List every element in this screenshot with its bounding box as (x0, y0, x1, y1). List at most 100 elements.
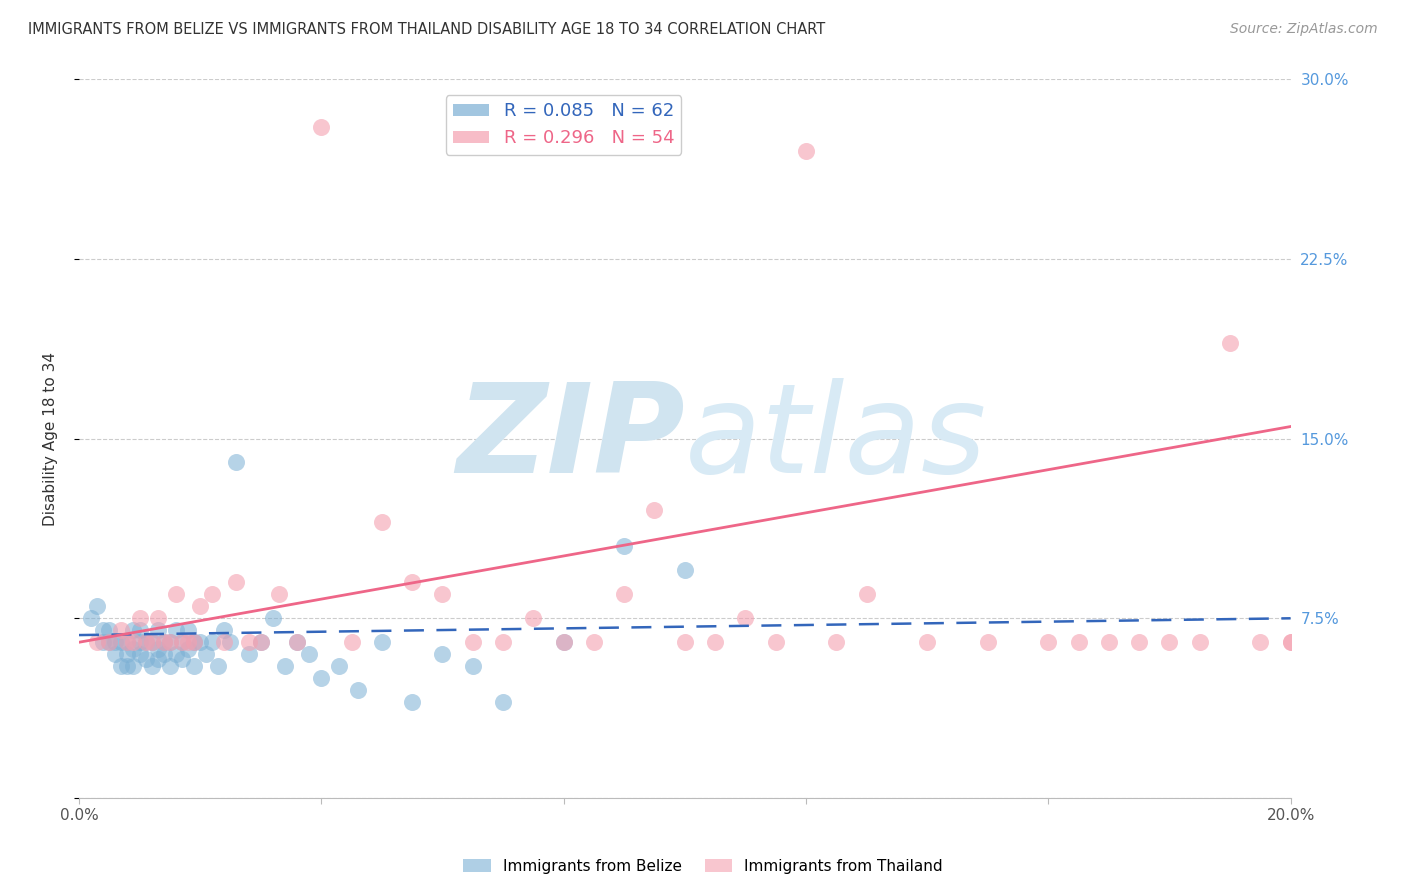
Point (492, 695, 515, 709)
Legend: Immigrants from Belize, Immigrants from Thailand: Immigrants from Belize, Immigrants from … (457, 853, 949, 880)
Point (219, 635, 242, 649)
Point (195, 647, 218, 661)
Point (165, 587, 187, 601)
Point (152, 647, 174, 661)
Point (238, 635, 260, 649)
Point (146, 642, 169, 657)
Point (152, 635, 174, 649)
Point (915, 635, 938, 649)
Point (86, 599, 108, 614)
Y-axis label: Disability Age 18 to 34: Disability Age 18 to 34 (44, 351, 58, 525)
Point (1038, 635, 1060, 649)
Point (214, 624, 236, 638)
Point (86, 635, 108, 649)
Point (734, 611, 756, 625)
Point (122, 635, 145, 649)
Point (794, 144, 817, 158)
Point (122, 642, 145, 657)
Point (146, 611, 169, 625)
Point (146, 624, 169, 638)
Point (267, 587, 290, 601)
Point (346, 683, 368, 698)
Point (1188, 635, 1211, 649)
Point (128, 635, 150, 649)
Point (104, 635, 127, 649)
Point (188, 635, 211, 649)
Point (401, 695, 423, 709)
Point (159, 659, 181, 673)
Point (825, 635, 848, 649)
Point (522, 611, 544, 625)
Point (855, 587, 877, 601)
Point (214, 635, 236, 649)
Point (98, 624, 121, 638)
Point (183, 635, 205, 649)
Point (128, 647, 150, 661)
Point (673, 563, 696, 577)
Point (1279, 635, 1302, 649)
Point (135, 635, 157, 649)
Point (673, 635, 696, 649)
Point (98, 635, 121, 649)
Point (1159, 635, 1181, 649)
Point (274, 659, 297, 673)
Point (461, 635, 484, 649)
Point (170, 652, 193, 666)
Point (110, 659, 132, 673)
Point (183, 635, 205, 649)
Point (1067, 635, 1090, 649)
Point (285, 635, 308, 649)
Point (311, 120, 333, 134)
Point (613, 587, 636, 601)
Point (188, 599, 211, 614)
Point (1128, 635, 1150, 649)
Point (170, 635, 193, 649)
Point (285, 635, 308, 649)
Point (262, 611, 284, 625)
Point (1249, 635, 1271, 649)
Legend: R = 0.085   N = 62, R = 0.296   N = 54: R = 0.085 N = 62, R = 0.296 N = 54 (446, 95, 682, 154)
Text: atlas: atlas (685, 378, 987, 499)
Point (141, 635, 163, 649)
Point (401, 575, 423, 590)
Point (91, 635, 114, 649)
Point (643, 503, 665, 517)
Point (249, 635, 271, 649)
Point (613, 540, 636, 554)
Point (328, 659, 350, 673)
Point (165, 624, 187, 638)
Point (340, 635, 363, 649)
Point (177, 635, 200, 649)
Point (128, 611, 150, 625)
Point (298, 647, 321, 661)
Point (225, 575, 247, 590)
Point (207, 659, 229, 673)
Point (110, 635, 132, 649)
Point (177, 642, 200, 657)
Point (553, 635, 575, 649)
Point (104, 647, 127, 661)
Point (1279, 635, 1302, 649)
Point (311, 671, 333, 685)
Point (165, 647, 187, 661)
Point (80, 611, 103, 625)
Point (201, 635, 224, 649)
Point (135, 635, 157, 649)
Text: Source: ZipAtlas.com: Source: ZipAtlas.com (1230, 22, 1378, 37)
Point (135, 652, 157, 666)
Point (704, 635, 727, 649)
Point (1098, 635, 1121, 649)
Point (159, 635, 181, 649)
Point (765, 635, 787, 649)
Text: ZIP: ZIP (456, 378, 685, 499)
Point (249, 635, 271, 649)
Point (225, 455, 247, 469)
Point (117, 635, 139, 649)
Point (91, 624, 114, 638)
Point (117, 659, 139, 673)
Point (98, 635, 121, 649)
Point (1219, 335, 1241, 350)
Point (976, 635, 998, 649)
Point (117, 647, 139, 661)
Point (432, 647, 454, 661)
